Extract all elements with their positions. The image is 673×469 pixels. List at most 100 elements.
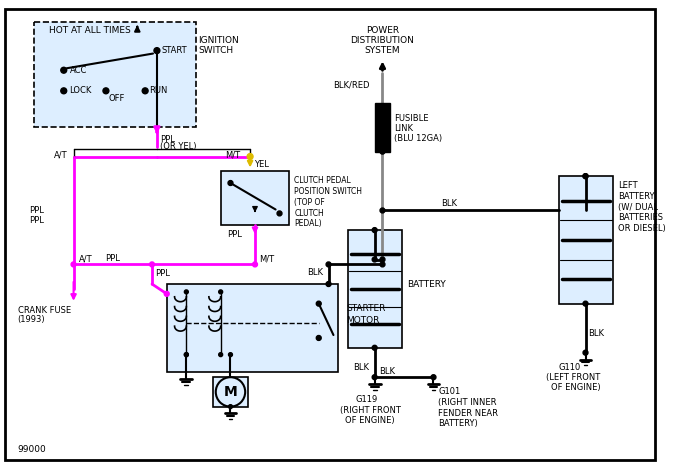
Circle shape — [184, 353, 188, 356]
FancyBboxPatch shape — [34, 22, 196, 127]
Circle shape — [316, 335, 321, 340]
Text: PPL: PPL — [160, 135, 175, 144]
Circle shape — [277, 211, 282, 216]
Text: BATTERY: BATTERY — [618, 192, 654, 201]
Circle shape — [219, 353, 223, 356]
Text: BLK: BLK — [380, 367, 396, 376]
Circle shape — [372, 345, 377, 350]
Bar — [559, 176, 613, 303]
Text: START: START — [162, 46, 188, 55]
Text: FENDER NEAR: FENDER NEAR — [438, 408, 499, 417]
Text: A/T: A/T — [54, 150, 67, 159]
Text: ACC: ACC — [69, 66, 87, 75]
Text: SYSTEM: SYSTEM — [365, 45, 400, 55]
Circle shape — [583, 301, 588, 306]
Circle shape — [103, 88, 109, 94]
Circle shape — [247, 153, 253, 159]
Text: PEDAL): PEDAL) — [294, 219, 322, 228]
Text: PPL: PPL — [105, 254, 120, 263]
Text: BLK: BLK — [353, 363, 369, 372]
Circle shape — [219, 290, 223, 294]
Circle shape — [184, 353, 188, 356]
Circle shape — [326, 262, 331, 267]
Text: FUSIBLE: FUSIBLE — [394, 114, 429, 123]
Text: M: M — [223, 385, 238, 399]
Text: DISTRIBUTION: DISTRIBUTION — [351, 36, 415, 45]
Text: (TOP OF: (TOP OF — [294, 198, 325, 207]
Text: BLK: BLK — [588, 329, 604, 338]
Text: BATTERY: BATTERY — [407, 280, 446, 288]
Text: G101: G101 — [438, 387, 460, 396]
Circle shape — [316, 301, 321, 306]
Text: POWER: POWER — [366, 26, 399, 35]
Text: (1993): (1993) — [17, 315, 45, 324]
Circle shape — [372, 375, 377, 379]
Circle shape — [252, 262, 258, 267]
Text: PPL: PPL — [30, 216, 44, 225]
Circle shape — [149, 262, 155, 267]
Circle shape — [164, 291, 169, 296]
Text: OF ENGINE): OF ENGINE) — [345, 416, 395, 425]
Text: RUN: RUN — [149, 86, 168, 95]
Circle shape — [380, 262, 385, 267]
Text: STARTER: STARTER — [346, 304, 386, 313]
Text: 99000: 99000 — [17, 445, 46, 454]
Text: LEFT: LEFT — [618, 181, 637, 190]
Text: G110: G110 — [558, 363, 580, 372]
Circle shape — [61, 67, 67, 73]
Text: OF ENGINE): OF ENGINE) — [551, 383, 601, 392]
Text: (RIGHT FRONT: (RIGHT FRONT — [341, 406, 401, 415]
Circle shape — [229, 405, 232, 408]
Circle shape — [229, 353, 232, 356]
Text: (RIGHT INNER: (RIGHT INNER — [438, 398, 497, 407]
Text: PPL: PPL — [30, 206, 44, 215]
Text: M/T: M/T — [259, 254, 274, 263]
Text: BLK: BLK — [307, 268, 323, 277]
Text: BLK: BLK — [441, 199, 458, 208]
Circle shape — [583, 174, 588, 179]
Circle shape — [228, 181, 233, 185]
Circle shape — [583, 350, 588, 355]
Text: LINK: LINK — [394, 124, 413, 133]
Text: OFF: OFF — [109, 94, 125, 103]
Text: BLK/RED: BLK/RED — [333, 81, 370, 90]
Text: (OR YEL): (OR YEL) — [160, 142, 197, 151]
Bar — [221, 171, 289, 225]
Text: CLUTCH PEDAL: CLUTCH PEDAL — [294, 176, 351, 185]
Circle shape — [380, 208, 385, 213]
Circle shape — [380, 149, 385, 154]
Text: MOTOR: MOTOR — [346, 316, 380, 325]
Text: (W/ DUAL: (W/ DUAL — [618, 203, 658, 212]
Text: YEL: YEL — [254, 160, 269, 169]
Circle shape — [326, 281, 331, 287]
Text: BATTERY): BATTERY) — [438, 419, 478, 428]
Text: G119: G119 — [355, 395, 378, 404]
Circle shape — [71, 262, 76, 267]
Text: M/T: M/T — [225, 150, 241, 159]
Circle shape — [583, 174, 588, 179]
Text: (BLU 12GA): (BLU 12GA) — [394, 134, 442, 143]
Text: POSITION SWITCH: POSITION SWITCH — [294, 187, 362, 196]
Text: A/T: A/T — [79, 254, 92, 263]
Text: PPL: PPL — [227, 230, 242, 240]
Circle shape — [61, 88, 67, 94]
Bar — [213, 377, 248, 407]
Text: OR DIESEL): OR DIESEL) — [618, 224, 666, 233]
Circle shape — [216, 377, 245, 407]
Text: BATTERIES: BATTERIES — [618, 213, 663, 222]
Circle shape — [184, 290, 188, 294]
Text: PPL: PPL — [155, 269, 170, 278]
Text: HOT AT ALL TIMES: HOT AT ALL TIMES — [49, 25, 131, 35]
Bar — [375, 103, 390, 151]
Circle shape — [380, 257, 385, 262]
Bar — [167, 284, 339, 372]
Circle shape — [431, 375, 436, 379]
Circle shape — [372, 257, 377, 262]
Text: (LEFT FRONT: (LEFT FRONT — [546, 373, 600, 382]
Circle shape — [142, 88, 148, 94]
Bar — [348, 230, 402, 348]
Text: IGNITION
SWITCH: IGNITION SWITCH — [198, 36, 239, 55]
Text: LOCK: LOCK — [69, 86, 91, 95]
Circle shape — [372, 227, 377, 233]
Text: CLUTCH: CLUTCH — [294, 209, 324, 218]
